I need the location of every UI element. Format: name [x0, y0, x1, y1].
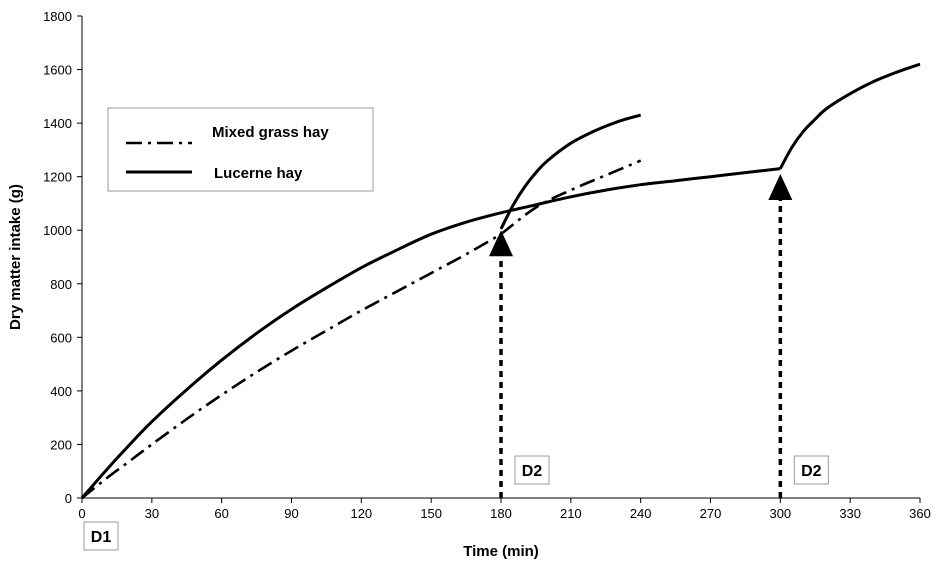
- annotation-label: D2: [522, 463, 543, 480]
- series-layer: [80, 62, 921, 500]
- x-tick-label: 240: [630, 506, 652, 521]
- y-tick-label: 1200: [43, 170, 72, 185]
- x-tick-label: 90: [284, 506, 298, 521]
- annotation-box: [793, 455, 829, 485]
- annotations: D1 D2 D2: [83, 173, 829, 551]
- y-axis-title: Dry matter intake (g): [7, 184, 24, 330]
- y-ticks: 0 200 400 600 800 1000 1200 1400 1600 1800: [43, 9, 82, 506]
- y-tick-label: 800: [50, 277, 72, 292]
- y-tick-label: 1600: [43, 63, 72, 78]
- x-tick-label: 30: [145, 506, 159, 521]
- annotation-box: [83, 521, 119, 551]
- x-axis-title: Time (min): [463, 543, 539, 560]
- x-ticks: 0 30 60 90 120 150 180 210 240 270 300 330 360: [78, 498, 931, 521]
- x-tick-label: 0: [78, 506, 85, 521]
- series-line-mixed-grass-hay-segment-2: [500, 159, 642, 236]
- x-tick-label: 330: [839, 506, 861, 521]
- x-tick-label: 120: [350, 506, 372, 521]
- y-tick-label: 200: [50, 437, 72, 452]
- annotation-box: [514, 455, 550, 485]
- x-tick-label: 180: [490, 506, 512, 521]
- x-tick-label: 60: [214, 506, 228, 521]
- annotation-label: D1: [91, 529, 112, 546]
- annotation-label: D2: [801, 463, 822, 480]
- y-tick-label: 0: [65, 491, 72, 506]
- series-line-mixed-grass-hay-segment-1: [81, 233, 502, 500]
- x-tick-label: 270: [700, 506, 722, 521]
- legend: Mixed grass hay Lucerne hay: [107, 107, 374, 192]
- legend-label-lucerne-hay: Lucerne hay: [214, 165, 303, 182]
- y-tick-label: 400: [50, 384, 72, 399]
- series-line-lucerne-hay-segment-1: [80, 167, 781, 499]
- x-tick-label: 300: [769, 506, 791, 521]
- series-line-lucerne-hay-segment-3: [778, 62, 921, 170]
- y-tick-label: 1800: [43, 9, 72, 24]
- x-tick-label: 150: [420, 506, 442, 521]
- y-tick-label: 1000: [43, 223, 72, 238]
- legend-label-mixed-grass-hay: Mixed grass hay: [212, 124, 329, 141]
- axes: [81, 16, 920, 499]
- legend-box: [107, 107, 374, 192]
- annotation-arrowhead: [768, 173, 793, 200]
- y-tick-label: 600: [50, 330, 72, 345]
- annotation-arrowhead: [489, 230, 513, 257]
- x-tick-label: 210: [560, 506, 582, 521]
- y-tick-label: 1400: [43, 116, 72, 131]
- x-tick-label: 360: [909, 506, 931, 521]
- series-line-lucerne-hay-segment-2: [499, 113, 642, 230]
